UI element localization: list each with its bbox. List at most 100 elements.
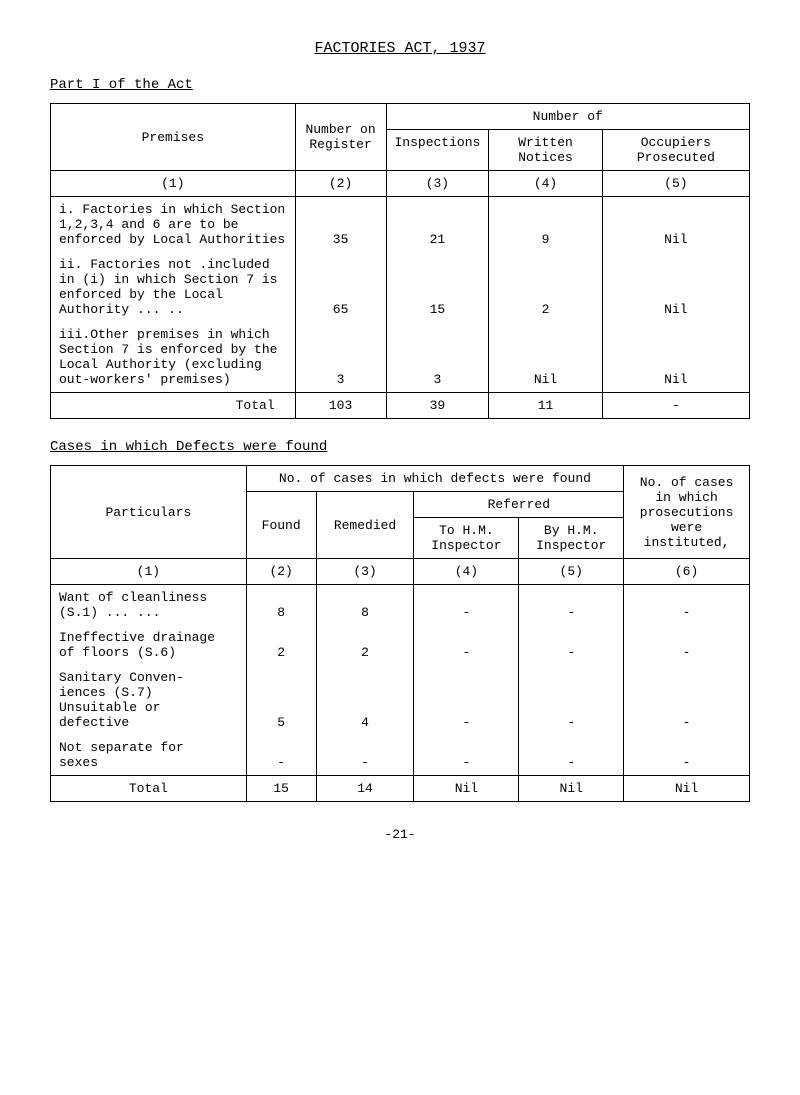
label-line: Unsuitable or [59, 700, 160, 715]
cell: - [602, 393, 749, 419]
cell: 3 [295, 322, 386, 393]
colnum: (3) [316, 559, 414, 585]
cell: 4 [316, 665, 414, 735]
cell: - [246, 735, 316, 776]
header-inspections: Inspections [386, 130, 489, 171]
row-label: Sanitary Conven- iences (S.7) Unsuitable… [51, 665, 247, 735]
cell: Nil [414, 776, 519, 802]
cell: Nil [624, 776, 750, 802]
header-prosecuted: Occupiers Prosecuted [602, 130, 749, 171]
colnum: (4) [489, 171, 602, 197]
row-label: Ineffective drainage of floors (S.6) [51, 625, 247, 665]
cell: 15 [246, 776, 316, 802]
cases-heading: Cases in which Defects were found [50, 439, 750, 455]
cell: Nil [602, 322, 749, 393]
cell: 14 [316, 776, 414, 802]
colnum: (2) [246, 559, 316, 585]
total-label: Total [51, 776, 247, 802]
table-row: Sanitary Conven- iences (S.7) Unsuitable… [51, 665, 750, 735]
row-label: Want of cleanliness (S.1) ... ... [51, 585, 247, 626]
header-premises: Premises [51, 104, 296, 171]
table-row: i. Factories in which Section 1,2,3,4 an… [51, 197, 750, 253]
cell: - [624, 585, 750, 626]
label-line: Not separate for [59, 740, 184, 755]
cell: - [316, 735, 414, 776]
colnum: (2) [295, 171, 386, 197]
header-number-of: Number of [386, 104, 750, 130]
header-by-hm: By H.M. Inspector [519, 518, 624, 559]
colnum: (1) [51, 171, 296, 197]
table-row: ii. Factories not .included in (i) in wh… [51, 252, 750, 322]
label-line: Sanitary Conven- [59, 670, 184, 685]
table-row-total: Total 15 14 Nil Nil Nil [51, 776, 750, 802]
cell: 8 [316, 585, 414, 626]
header-found: Found [246, 492, 316, 559]
cell: 5 [246, 665, 316, 735]
cell: - [624, 625, 750, 665]
header-remedied: Remedied [316, 492, 414, 559]
page-title: FACTORIES ACT, 1937 [50, 40, 750, 57]
table-row: iii.Other premises in which Section 7 is… [51, 322, 750, 393]
row-label: iii.Other premises in which Section 7 is… [51, 322, 296, 393]
header-cases-found: No. of cases in which defects were found [246, 466, 623, 492]
cell: - [624, 665, 750, 735]
cell: Nil [602, 252, 749, 322]
table-row: Not separate for sexes - - - - - [51, 735, 750, 776]
row-label: Not separate for sexes [51, 735, 247, 776]
table-cases: Particulars No. of cases in which defect… [50, 465, 750, 802]
header-notices: Written Notices [489, 130, 602, 171]
colnum: (4) [414, 559, 519, 585]
header-to-hm: To H.M. Inspector [414, 518, 519, 559]
total-label: Total [51, 393, 296, 419]
header-prosecutions: No. of cases in which prosecutions were … [624, 466, 750, 559]
page-number: -21- [50, 827, 750, 842]
cell: - [414, 585, 519, 626]
cell: - [519, 665, 624, 735]
cell: 65 [295, 252, 386, 322]
colnum: (5) [519, 559, 624, 585]
header-register: Number on Register [295, 104, 386, 171]
cell: Nil [602, 197, 749, 253]
cell: 9 [489, 197, 602, 253]
header-referred: Referred [414, 492, 624, 518]
table-row: Particulars No. of cases in which defect… [51, 466, 750, 492]
cell: - [519, 735, 624, 776]
table-row-total: Total 103 39 11 - [51, 393, 750, 419]
cell: 2 [246, 625, 316, 665]
cell: 2 [316, 625, 414, 665]
cell: - [519, 625, 624, 665]
table-part1: Premises Number on Register Number of In… [50, 103, 750, 419]
cell: - [624, 735, 750, 776]
label-line: iences (S.7) [59, 685, 153, 700]
cell: 21 [386, 197, 489, 253]
cell: Nil [489, 322, 602, 393]
colnum: (3) [386, 171, 489, 197]
cell: - [414, 665, 519, 735]
cell: 15 [386, 252, 489, 322]
cell: 103 [295, 393, 386, 419]
label-line: sexes [59, 755, 98, 770]
table-row-colnums: (1) (2) (3) (4) (5) (6) [51, 559, 750, 585]
cell: 35 [295, 197, 386, 253]
cell: Nil [519, 776, 624, 802]
label-line: defective [59, 715, 129, 730]
colnum: (6) [624, 559, 750, 585]
cell: 11 [489, 393, 602, 419]
table-row: Want of cleanliness (S.1) ... ... 8 8 - … [51, 585, 750, 626]
table-row: Premises Number on Register Number of [51, 104, 750, 130]
cell: 8 [246, 585, 316, 626]
table-row: Ineffective drainage of floors (S.6) 2 2… [51, 625, 750, 665]
row-label: ii. Factories not .included in (i) in wh… [51, 252, 296, 322]
part-heading: Part I of the Act [50, 77, 750, 93]
cell: - [414, 625, 519, 665]
header-particulars: Particulars [51, 466, 247, 559]
cell: - [519, 585, 624, 626]
cell: 2 [489, 252, 602, 322]
cell: 3 [386, 322, 489, 393]
cell: 39 [386, 393, 489, 419]
colnum: (5) [602, 171, 749, 197]
row-label: i. Factories in which Section 1,2,3,4 an… [51, 197, 296, 253]
table-row-colnums: (1) (2) (3) (4) (5) [51, 171, 750, 197]
cell: - [414, 735, 519, 776]
colnum: (1) [51, 559, 247, 585]
